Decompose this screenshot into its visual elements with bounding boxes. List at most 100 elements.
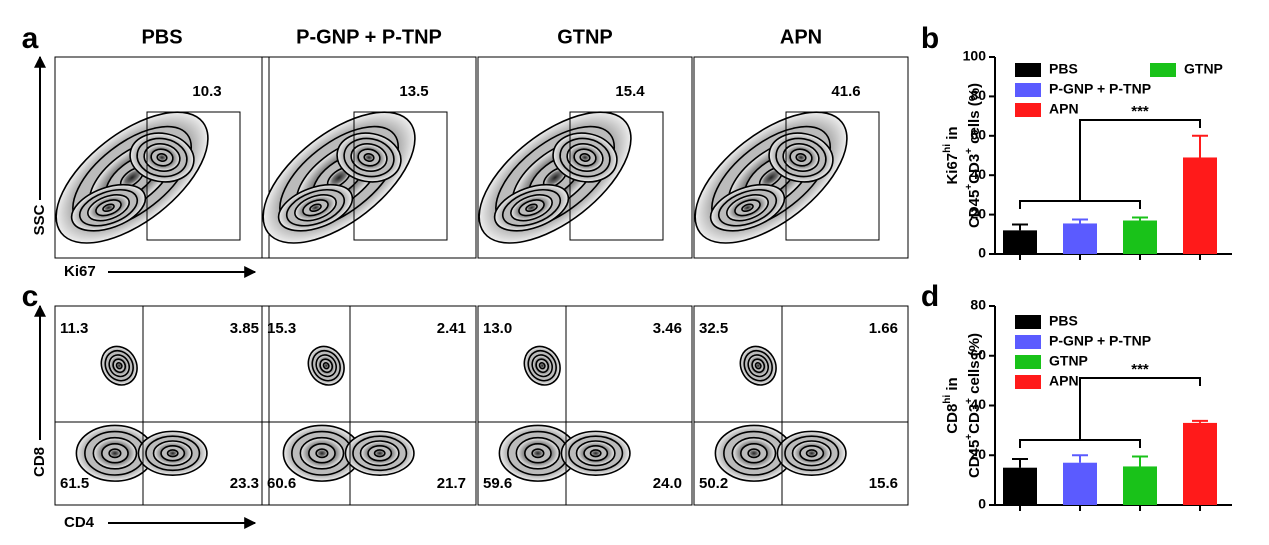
density-contour	[156, 153, 168, 162]
density-contour	[795, 153, 807, 162]
gate	[353, 111, 448, 241]
label-part: CD3	[966, 154, 983, 184]
y-tick-label: 60	[970, 346, 986, 362]
sig-bracket	[1019, 119, 1201, 209]
x-axis-label: CD4	[64, 514, 95, 531]
y-tick-label: 60	[970, 127, 986, 143]
ki67-plot: 13.5	[261, 56, 477, 259]
y-tick-label: 20	[970, 446, 986, 462]
label-part: CD8	[944, 404, 961, 434]
density-contour	[747, 448, 761, 459]
gate-value: 15.4	[615, 83, 645, 100]
plot-frame	[54, 305, 270, 506]
gate	[785, 111, 880, 241]
legend-label: APN	[1049, 373, 1079, 389]
error-bar	[1132, 216, 1148, 221]
gate-value: 41.6	[831, 83, 860, 100]
density-contour	[754, 362, 762, 370]
density-contour	[309, 203, 322, 213]
error-bar	[1192, 419, 1208, 423]
legend-swatch	[1015, 355, 1041, 369]
legend-label: P-GNP + P-TNP	[1049, 81, 1151, 97]
y-axis-label: SSC	[31, 204, 48, 235]
label-part: in	[944, 377, 961, 395]
gate-value: 10.3	[192, 83, 221, 100]
bar	[1183, 157, 1217, 254]
y-tick-label: 40	[970, 166, 986, 182]
y-axis-label: Ki67hi in	[942, 126, 961, 184]
bar	[1063, 462, 1097, 505]
superscript: hi	[942, 395, 953, 404]
plot-frame	[693, 305, 909, 506]
quadrant-value: 24.0	[653, 475, 682, 492]
y-axis-label: CD8	[31, 447, 48, 477]
error-bar	[1012, 457, 1028, 468]
quadrant-value: 13.0	[483, 320, 512, 337]
bar	[1003, 467, 1037, 505]
ki67-plot: 41.6	[693, 56, 909, 259]
density-contour	[322, 362, 330, 370]
cd-plot: 13.0 3.46 59.6 24.0	[477, 305, 693, 506]
quadrant-value: 1.66	[869, 320, 898, 337]
legend-swatch	[1015, 375, 1041, 389]
error-bar	[1192, 134, 1208, 158]
legend-label: GTNP	[1049, 353, 1088, 369]
plot-frame	[261, 305, 477, 506]
density-contour	[538, 362, 546, 370]
density-contour	[108, 448, 122, 459]
panel-label: a	[22, 22, 39, 55]
density-contour	[373, 449, 386, 458]
legend-swatch	[1015, 315, 1041, 329]
density-contour	[741, 203, 754, 213]
quadrant-value: 2.41	[437, 320, 466, 337]
bar	[1063, 223, 1097, 254]
label-part: CD3	[966, 404, 983, 434]
label-part: cells (%)	[966, 83, 983, 148]
density-contour	[363, 153, 375, 162]
legend-swatch	[1015, 83, 1041, 97]
plot-frame	[261, 56, 477, 259]
y-tick-label: 40	[970, 396, 986, 412]
y-axis-label: CD8hi in	[942, 377, 961, 433]
error-bar	[1072, 454, 1088, 463]
group-title: APN	[780, 26, 822, 48]
legend-swatch	[1150, 63, 1176, 77]
density-contour	[531, 448, 545, 459]
group-title: P-GNP + P-TNP	[296, 26, 442, 48]
label-part: CD45	[966, 440, 983, 478]
quadrant-value: 61.5	[60, 475, 89, 492]
quadrant-value: 3.85	[230, 320, 259, 337]
plot-frame	[693, 56, 909, 259]
legend-label: P-GNP + P-TNP	[1049, 333, 1151, 349]
cd-plot: 11.3 3.85 61.5 23.3	[54, 305, 270, 506]
sig-bracket	[1019, 377, 1201, 448]
density-contour	[102, 203, 115, 213]
error-bar	[1132, 455, 1148, 467]
plot-frame	[477, 56, 693, 259]
legend-label: PBS	[1049, 61, 1078, 77]
y-tick-label: 0	[978, 245, 986, 261]
legend-swatch	[1015, 335, 1041, 349]
group-title: GTNP	[557, 26, 613, 48]
superscript: +	[964, 398, 975, 404]
panel-label: d	[921, 280, 939, 313]
plot-frame	[54, 56, 270, 259]
density-contour	[525, 203, 538, 213]
cd-plot: 32.5 1.66 50.2 15.6	[693, 305, 909, 506]
quadrant-value: 21.7	[437, 475, 466, 492]
y-tick-label: 20	[970, 205, 986, 221]
legend-swatch	[1015, 103, 1041, 117]
superscript: +	[964, 434, 975, 440]
y-tick-label: 100	[963, 48, 987, 64]
density-contour	[315, 448, 329, 459]
panel-label: b	[921, 22, 939, 55]
quadrant-value: 59.6	[483, 475, 512, 492]
error-bar	[1012, 223, 1028, 231]
legend-swatch	[1015, 63, 1041, 77]
density-contour	[166, 449, 179, 458]
bar	[1183, 422, 1217, 505]
quadrant-value: 3.46	[653, 320, 682, 337]
label-part: in	[944, 126, 961, 144]
y-axis-label: CD45+CD3+ cells (%)	[964, 333, 983, 478]
